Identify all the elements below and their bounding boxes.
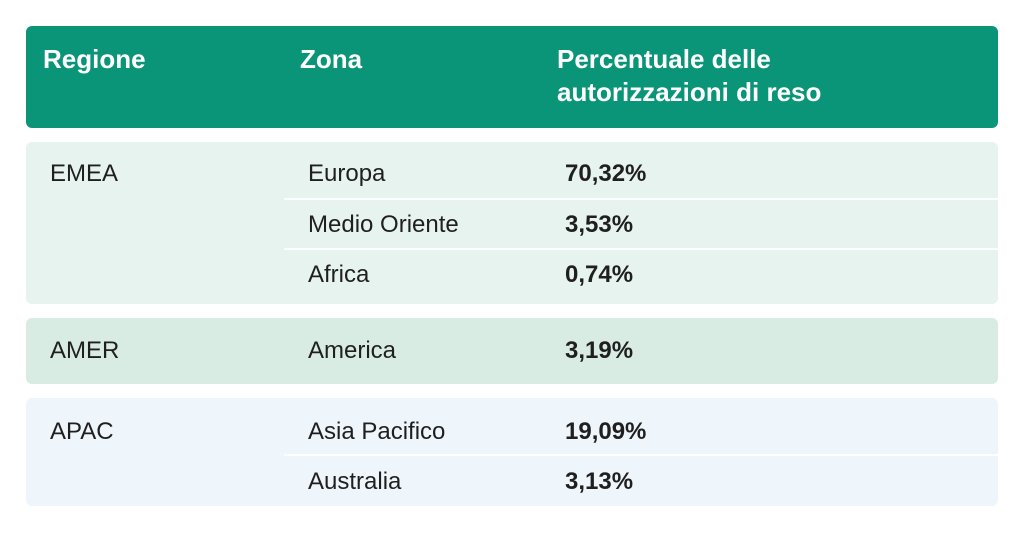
row-divider [284,198,998,200]
percentage-value: 3,53% [565,211,634,238]
percentage-value: 19,09% [565,418,647,445]
zone-label: Asia Pacifico [308,418,446,445]
header-zone: Zona [300,44,363,74]
row-divider [284,454,998,456]
group-amer: AMER America 3,19% [26,318,998,384]
percentage-value: 3,19% [565,337,634,364]
header-percentage: Percentuale delle autorizzazioni di reso [557,44,822,107]
table-header: Regione Zona Percentuale delle autorizza… [26,26,998,128]
percentage-value: 3,13% [565,468,634,495]
row-divider [284,248,998,250]
zone-label: America [308,337,397,364]
percentage-value: 0,74% [565,261,634,288]
header-region: Regione [43,44,146,74]
zone-label: Medio Oriente [308,211,459,238]
region-label: APAC [50,418,114,445]
zone-label: Europa [308,160,386,187]
region-label: AMER [50,337,120,364]
zone-label: Australia [308,468,402,495]
percentage-value: 70,32% [565,160,647,187]
group-emea: EMEA Europa 70,32% Medio Oriente 3,53% A… [26,142,998,304]
region-label: EMEA [50,160,119,187]
zone-label: Africa [308,261,370,288]
group-apac: APAC Asia Pacifico 19,09% Australia 3,13… [26,398,998,506]
